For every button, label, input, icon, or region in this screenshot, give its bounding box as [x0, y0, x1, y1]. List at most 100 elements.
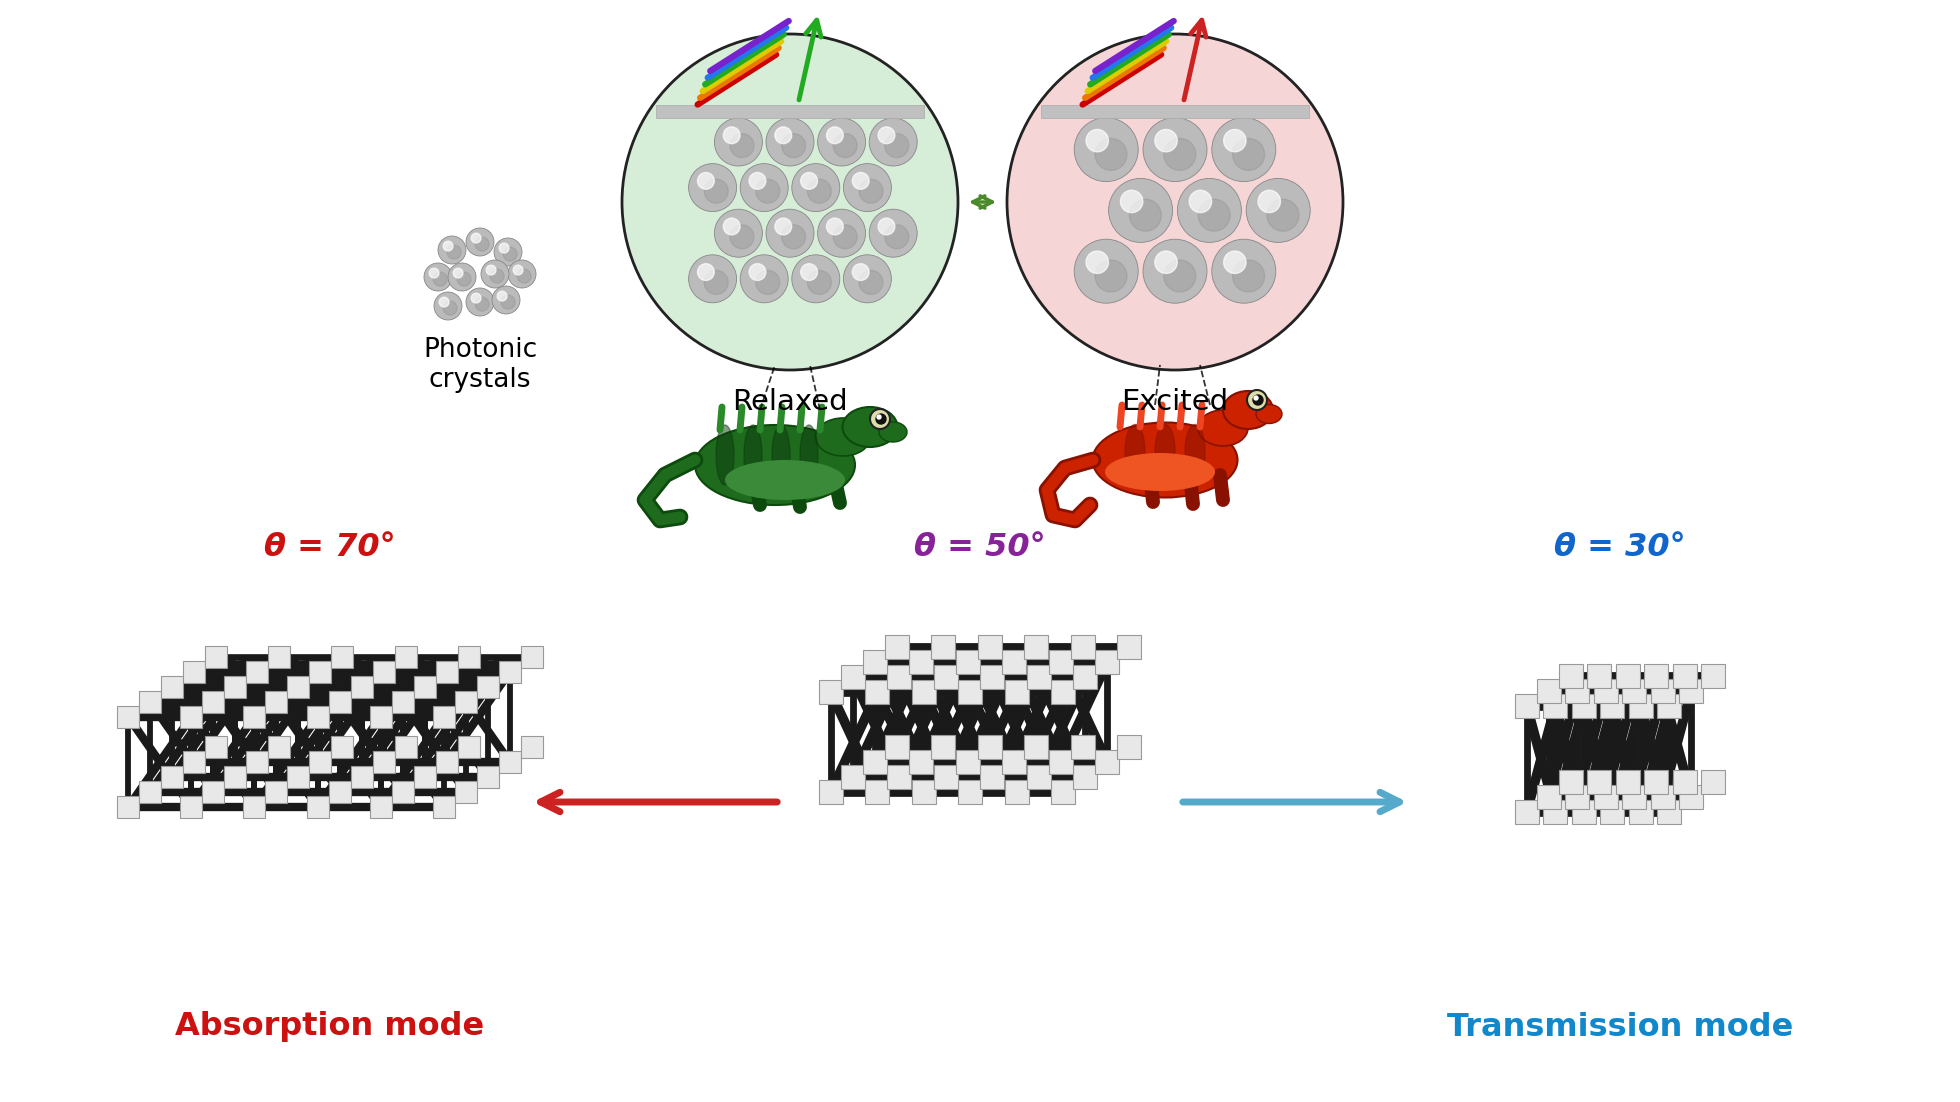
Circle shape	[433, 272, 447, 287]
Circle shape	[1096, 139, 1127, 171]
FancyBboxPatch shape	[118, 796, 139, 818]
FancyBboxPatch shape	[1566, 785, 1590, 809]
Circle shape	[774, 127, 792, 143]
FancyBboxPatch shape	[243, 706, 265, 728]
Circle shape	[1223, 129, 1247, 152]
FancyBboxPatch shape	[306, 706, 329, 728]
Circle shape	[1254, 396, 1258, 400]
FancyBboxPatch shape	[1650, 679, 1674, 703]
FancyBboxPatch shape	[1051, 780, 1076, 804]
Circle shape	[782, 225, 806, 249]
FancyBboxPatch shape	[184, 661, 206, 683]
FancyBboxPatch shape	[819, 780, 843, 804]
Circle shape	[437, 236, 466, 264]
Circle shape	[723, 218, 741, 235]
FancyBboxPatch shape	[394, 646, 417, 668]
FancyBboxPatch shape	[1051, 680, 1076, 704]
FancyBboxPatch shape	[1615, 770, 1641, 795]
FancyBboxPatch shape	[433, 796, 455, 818]
Text: Absorption mode: Absorption mode	[176, 1012, 484, 1042]
Circle shape	[439, 298, 449, 307]
FancyBboxPatch shape	[956, 750, 980, 774]
FancyBboxPatch shape	[933, 666, 958, 690]
FancyBboxPatch shape	[862, 750, 886, 774]
FancyBboxPatch shape	[1025, 735, 1049, 759]
Circle shape	[792, 163, 839, 212]
FancyBboxPatch shape	[1049, 650, 1072, 674]
Circle shape	[817, 118, 866, 166]
FancyBboxPatch shape	[1070, 735, 1096, 759]
FancyBboxPatch shape	[161, 676, 184, 698]
FancyBboxPatch shape	[180, 796, 202, 818]
FancyBboxPatch shape	[184, 750, 206, 773]
FancyBboxPatch shape	[139, 781, 161, 803]
Circle shape	[1211, 239, 1276, 303]
Circle shape	[514, 266, 523, 276]
Bar	[655, 105, 925, 118]
Ellipse shape	[696, 425, 855, 505]
Circle shape	[723, 127, 741, 143]
FancyBboxPatch shape	[455, 781, 476, 803]
Circle shape	[1096, 260, 1127, 292]
Circle shape	[858, 180, 884, 203]
FancyBboxPatch shape	[1599, 800, 1625, 824]
FancyBboxPatch shape	[1593, 785, 1617, 809]
Circle shape	[713, 118, 762, 166]
FancyBboxPatch shape	[435, 750, 457, 773]
FancyBboxPatch shape	[1027, 666, 1051, 690]
FancyBboxPatch shape	[1656, 800, 1682, 824]
FancyBboxPatch shape	[1672, 770, 1697, 795]
Ellipse shape	[1125, 424, 1145, 479]
FancyBboxPatch shape	[958, 780, 982, 804]
Text: Transmission mode: Transmission mode	[1446, 1012, 1793, 1042]
FancyBboxPatch shape	[1005, 780, 1029, 804]
FancyBboxPatch shape	[414, 676, 435, 698]
FancyBboxPatch shape	[1680, 785, 1703, 809]
FancyBboxPatch shape	[223, 676, 247, 698]
FancyBboxPatch shape	[1656, 694, 1682, 717]
Circle shape	[729, 225, 755, 249]
Circle shape	[1074, 118, 1139, 182]
Circle shape	[490, 269, 504, 283]
Circle shape	[457, 272, 470, 287]
FancyBboxPatch shape	[414, 766, 435, 788]
FancyBboxPatch shape	[370, 796, 392, 818]
FancyBboxPatch shape	[206, 736, 227, 758]
Circle shape	[474, 237, 490, 251]
Circle shape	[1129, 199, 1162, 231]
FancyBboxPatch shape	[1629, 800, 1652, 824]
FancyBboxPatch shape	[457, 646, 480, 668]
Text: Relaxed: Relaxed	[733, 388, 849, 415]
FancyBboxPatch shape	[1049, 750, 1072, 774]
Circle shape	[878, 218, 896, 235]
FancyBboxPatch shape	[1644, 770, 1668, 795]
Circle shape	[1266, 199, 1299, 231]
Circle shape	[466, 288, 494, 316]
FancyBboxPatch shape	[1588, 663, 1611, 688]
Text: θ = 30°: θ = 30°	[1554, 531, 1686, 562]
FancyBboxPatch shape	[351, 766, 372, 788]
Circle shape	[1143, 118, 1207, 182]
Circle shape	[1233, 260, 1264, 292]
Circle shape	[466, 228, 494, 256]
FancyBboxPatch shape	[372, 661, 394, 683]
Circle shape	[492, 287, 519, 314]
Circle shape	[808, 180, 831, 203]
FancyBboxPatch shape	[265, 781, 288, 803]
Text: Photonic
crystals: Photonic crystals	[423, 337, 537, 393]
FancyBboxPatch shape	[931, 636, 955, 659]
FancyBboxPatch shape	[1027, 765, 1051, 789]
Circle shape	[868, 118, 917, 166]
Circle shape	[827, 218, 843, 235]
FancyBboxPatch shape	[1680, 679, 1703, 703]
FancyBboxPatch shape	[1070, 636, 1096, 659]
FancyBboxPatch shape	[1701, 663, 1725, 688]
Ellipse shape	[772, 425, 790, 485]
Circle shape	[1223, 251, 1247, 273]
Circle shape	[858, 270, 884, 294]
FancyBboxPatch shape	[269, 736, 290, 758]
Circle shape	[443, 301, 457, 315]
Circle shape	[782, 133, 806, 158]
FancyBboxPatch shape	[1599, 694, 1625, 717]
FancyBboxPatch shape	[862, 650, 886, 674]
